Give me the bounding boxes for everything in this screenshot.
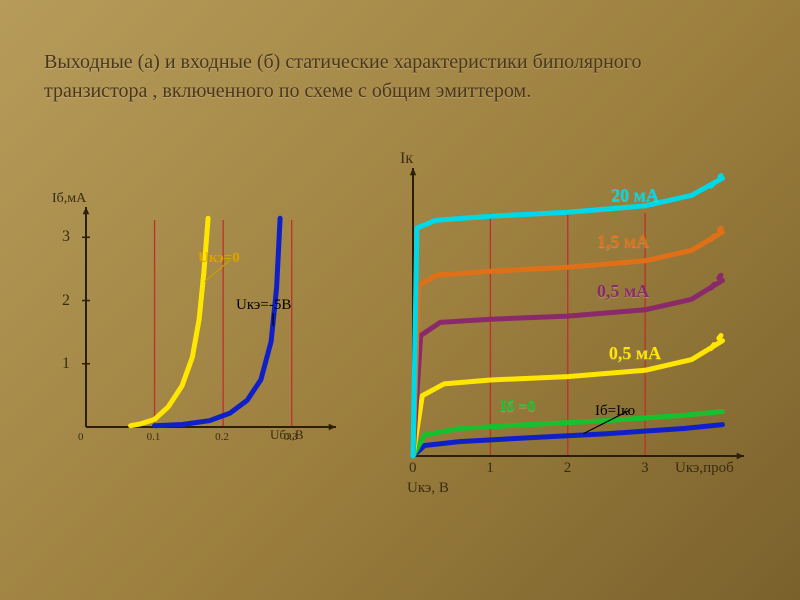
right-xtick: 2	[564, 460, 572, 477]
right-xtick: 0	[409, 460, 417, 477]
right-xtick: 1	[486, 460, 494, 477]
left-series-yellow-label: Uкэ=0	[198, 250, 240, 267]
left-ytick: 3	[62, 228, 70, 246]
right-label-05mA-a: 0,5 мА	[593, 282, 653, 301]
left-y-axis-label: Iб,мA	[52, 191, 86, 207]
chart-right-svg	[395, 158, 755, 488]
left-xtick: 0	[78, 431, 84, 443]
right-label-ib0: Iб =0	[500, 398, 535, 416]
chart-left-svg	[58, 195, 358, 455]
chart-output-characteristics: Iк 20 мА 1,5 мА 0,5 мА 0,5 мА Iб =0 Iб=I…	[395, 158, 755, 488]
right-label-15mA: 1,5 мА	[593, 232, 653, 251]
left-xtick: 0.1	[147, 431, 161, 443]
left-ytick: 1	[62, 355, 70, 373]
left-xtick: 0.3	[284, 431, 298, 443]
right-label-20mA: 20 мА	[605, 186, 665, 205]
right-label-iko: Iб=Iко	[595, 403, 635, 420]
left-xtick: 0.2	[215, 431, 229, 443]
title-line-1: Выходные (а) и входные (б) статические х…	[44, 48, 734, 77]
left-series-blue-label: Uкэ=-5В	[236, 297, 291, 314]
page-title: Выходные (а) и входные (б) статические х…	[44, 48, 734, 106]
title-line-2: транзистора , включенного по схеме с общ…	[44, 77, 734, 106]
right-y-axis-label: Iк	[400, 150, 413, 168]
left-ytick: 2	[62, 292, 70, 310]
right-x-axis-label: Uкэ, В	[407, 480, 449, 497]
right-x-end-label: Uкэ,проб	[675, 460, 734, 477]
chart-input-characteristics: Iб,мA Uбэ,B Uкэ=0 Uкэ=-5В 12300.10.20.3	[58, 195, 358, 455]
right-xtick: 3	[641, 460, 649, 477]
right-label-05mA-b: 0,5 мА	[605, 344, 665, 363]
